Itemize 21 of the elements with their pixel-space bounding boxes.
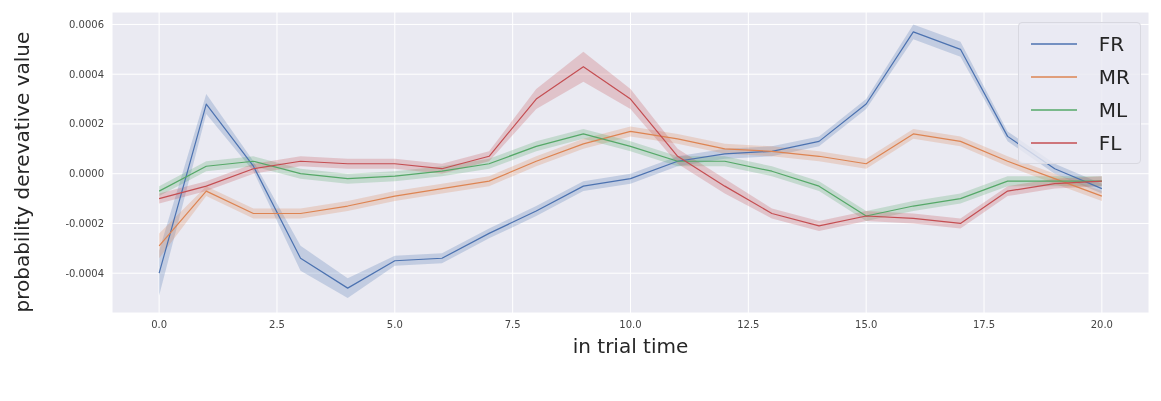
y-axis-title: probability derevative value bbox=[10, 31, 35, 313]
x-tick-label: 17.5 bbox=[972, 319, 996, 331]
x-tick-label: 15.0 bbox=[855, 319, 878, 331]
legend-label: FR bbox=[1098, 31, 1125, 56]
x-axis-title: in trial time bbox=[572, 334, 689, 358]
x-tick-label: 12.5 bbox=[737, 319, 760, 331]
y-tick-label: 0.0006 bbox=[69, 18, 104, 30]
y-tick-label: -0.0002 bbox=[65, 218, 104, 229]
y-tick-label: 0.0000 bbox=[69, 168, 104, 180]
x-tick-label: 2.5 bbox=[269, 319, 285, 331]
y-tick-label: -0.0004 bbox=[65, 267, 104, 279]
x-tick-label: 7.5 bbox=[504, 319, 521, 331]
legend-label: ML bbox=[1098, 97, 1128, 122]
y-tick-label: 0.0002 bbox=[69, 118, 104, 130]
x-tick-label: 0.0 bbox=[151, 319, 168, 331]
legend-label: MR bbox=[1098, 64, 1130, 89]
x-tick-label: 5.0 bbox=[386, 319, 403, 331]
y-tick-label: 0.0004 bbox=[69, 68, 104, 80]
legend-label: FL bbox=[1098, 130, 1122, 155]
x-tick-label: 10.0 bbox=[619, 319, 642, 331]
x-tick-label: 20.0 bbox=[1090, 319, 1113, 331]
